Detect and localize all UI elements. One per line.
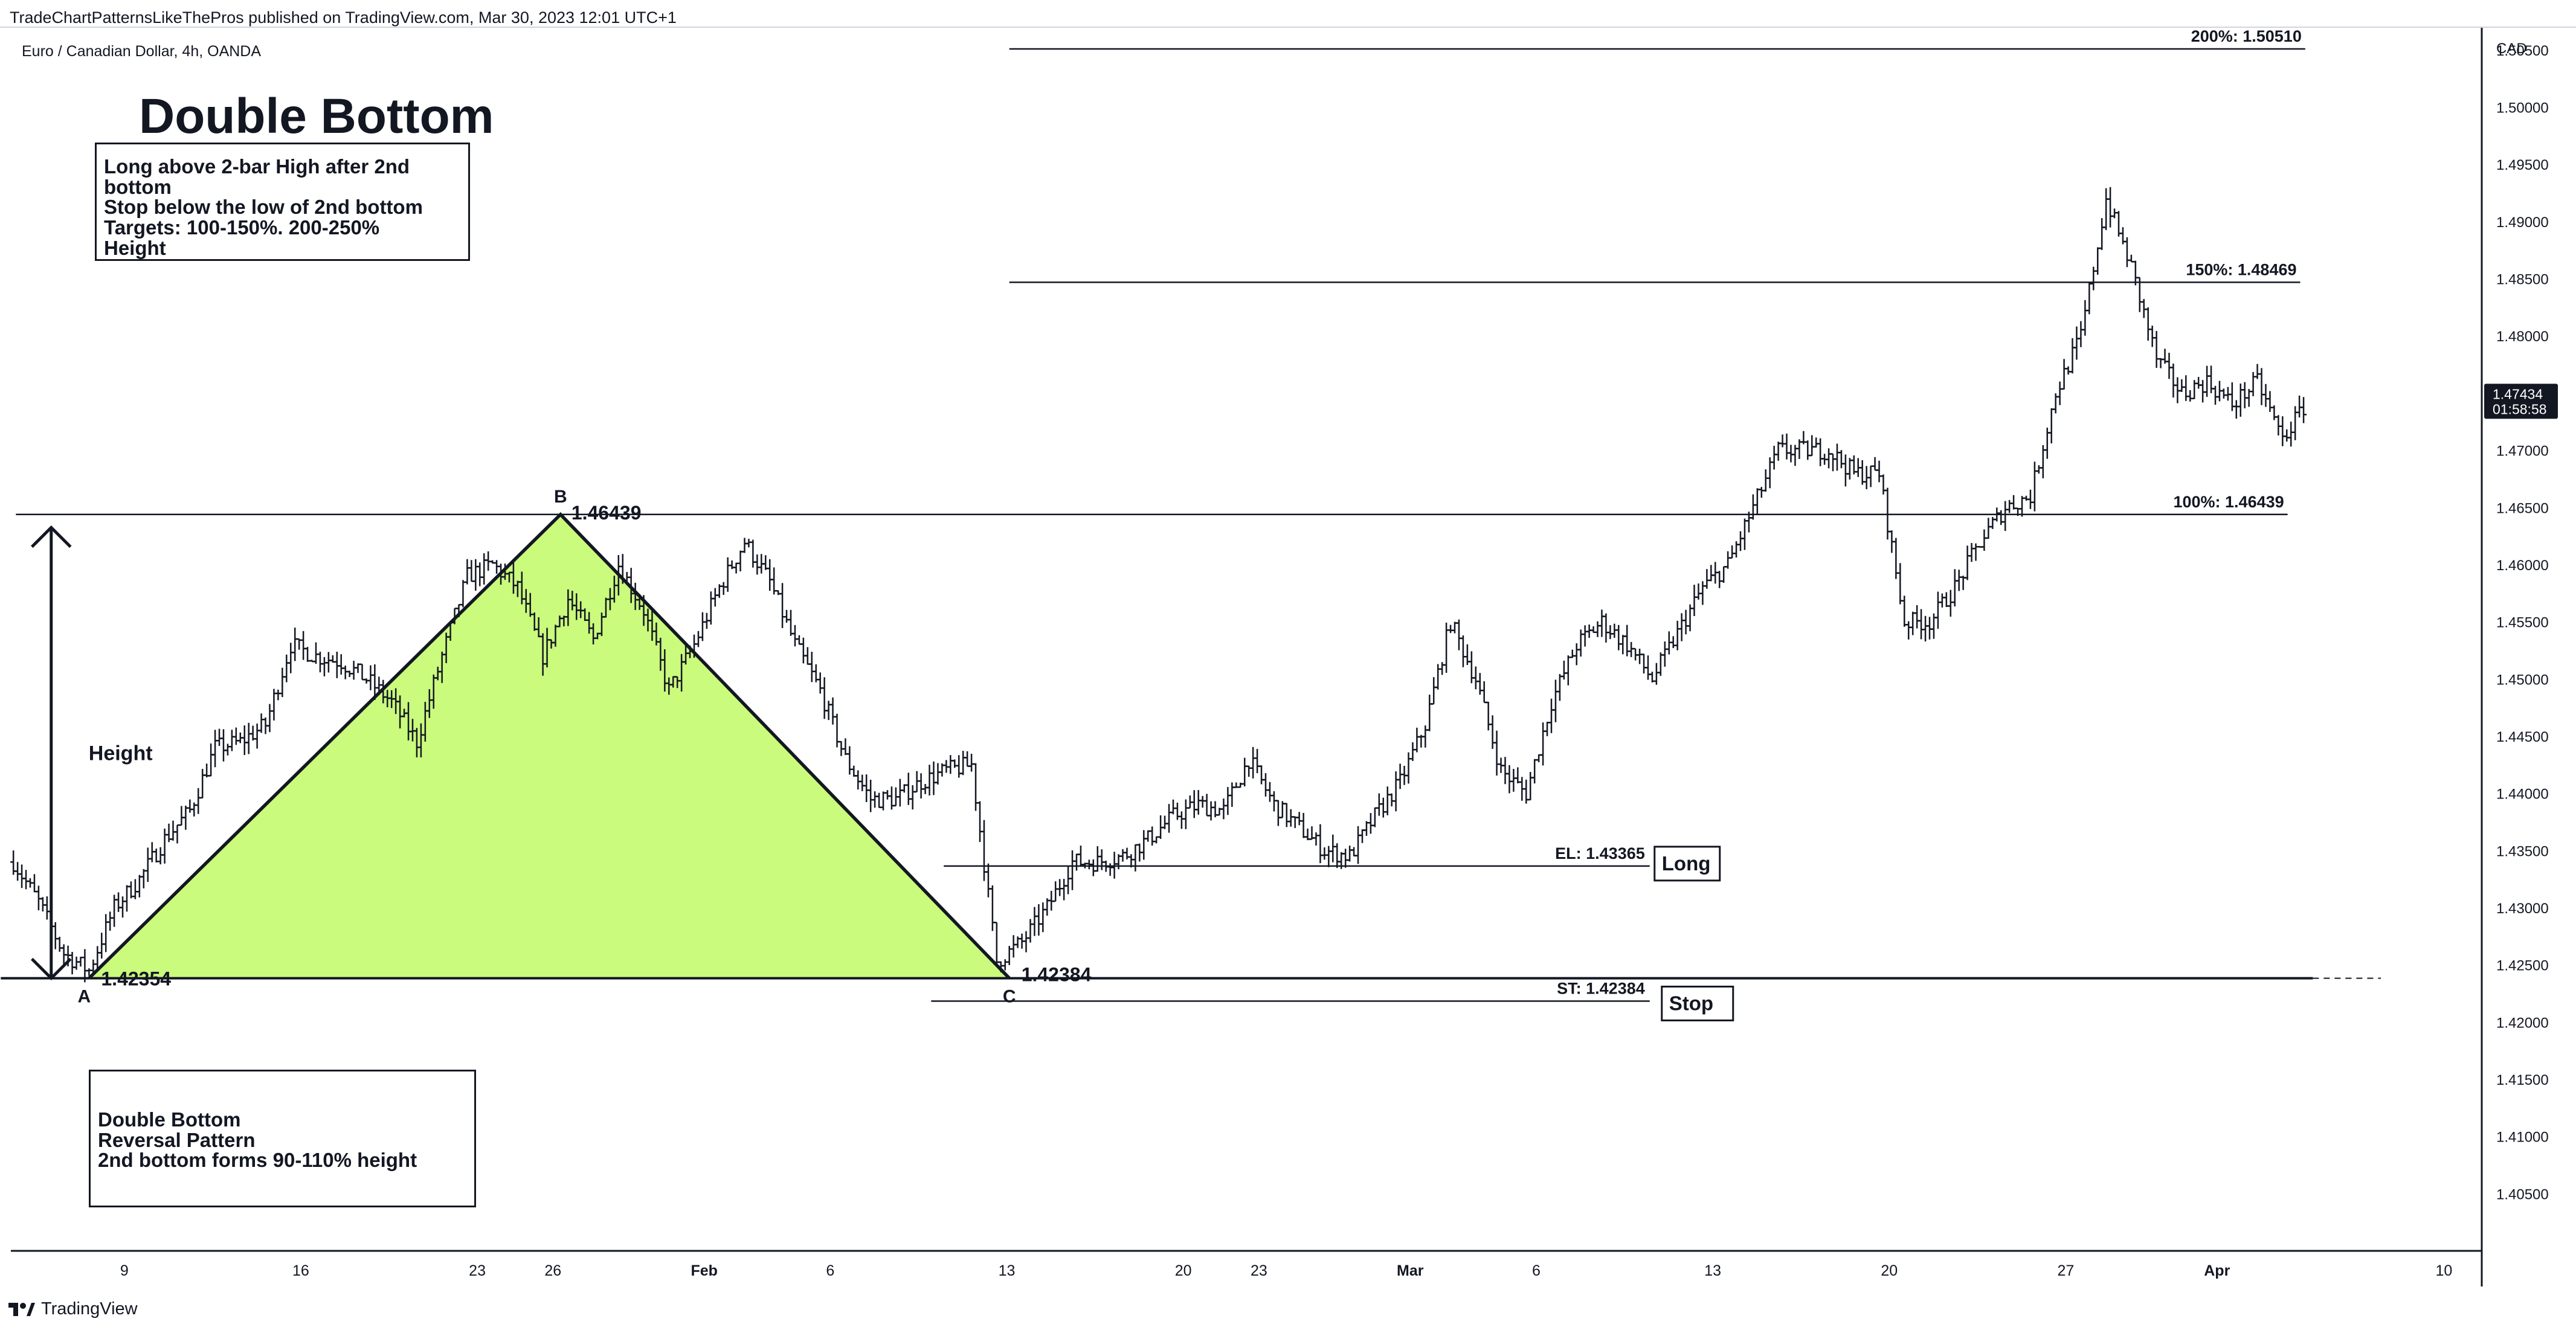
bar-countdown-label: 01:58:58 [2493, 401, 2547, 417]
x-tick-label: 9 [120, 1262, 129, 1279]
note-top[interactable]: Long above 2-bar High after 2nd bottom S… [95, 143, 470, 261]
point-b-label: B [554, 487, 567, 507]
note-top-line: Long above 2-bar High after 2nd [104, 155, 410, 178]
chart-title: Double Bottom [139, 89, 494, 144]
x-tick-label: 10 [2435, 1262, 2452, 1279]
y-tick-label: 1.45000 [2496, 672, 2549, 688]
x-tick-label: 16 [292, 1262, 309, 1279]
x-tick-label: 6 [1532, 1262, 1541, 1279]
y-tick-label: 1.43500 [2496, 843, 2549, 859]
note-top-line: bottom [104, 175, 172, 198]
symbol-line[interactable]: Euro / Canadian Dollar, 4h, OANDA [22, 43, 262, 60]
last-price-box [2484, 384, 2558, 419]
y-tick-label: 1.46000 [2496, 557, 2549, 574]
x-tick-label: 27 [2057, 1262, 2074, 1279]
pattern-fill [89, 514, 1009, 978]
target-level-label: 100%: 1.46439 [2173, 493, 2284, 511]
stop-tag-label: Stop [1669, 992, 1713, 1014]
y-tick-label: 1.45500 [2496, 615, 2549, 631]
point-c-label: C [1003, 987, 1016, 1007]
tradingview-logo-icon [8, 1302, 35, 1316]
y-tick-label: 1.46500 [2496, 500, 2549, 516]
note-bottom[interactable]: Double Bottom Reversal Pattern 2nd botto… [89, 1070, 476, 1207]
point-c-price: 1.42384 [1022, 964, 1092, 986]
y-tick-label: 1.47000 [2496, 443, 2549, 460]
x-tick-label: Mar [1397, 1262, 1424, 1279]
x-tick-label: 23 [1251, 1262, 1267, 1279]
point-a-label: A [78, 987, 91, 1007]
y-tick-label: 1.42000 [2496, 1015, 2549, 1031]
height-arrow-head-bottom [31, 957, 72, 981]
x-tick-label: 13 [999, 1262, 1016, 1279]
y-tick-label: 1.50000 [2496, 100, 2549, 117]
x-tick-label: Apr [2204, 1262, 2230, 1279]
entry-tag-box[interactable] [1653, 846, 1721, 882]
published-line: TradeChartPatternsLikeThePros published … [10, 8, 677, 27]
entry-tag-label: Long [1662, 852, 1711, 875]
y-tick-label: 1.49000 [2496, 214, 2549, 231]
note-top-line: Stop below the low of 2nd bottom [104, 196, 423, 219]
tradingview-brand[interactable]: TradingView [8, 1299, 138, 1319]
height-arrow[interactable] [31, 525, 72, 981]
ohlc-bar[interactable] [2301, 397, 2307, 423]
note-bottom-line: Reversal Pattern [98, 1128, 256, 1151]
stop-tag-box[interactable] [1661, 985, 1734, 1021]
last-price-label: 1.47434 [2493, 386, 2543, 402]
x-tick-label: 13 [1704, 1262, 1721, 1279]
target-level-label: 200%: 1.50510 [2191, 27, 2302, 45]
entry-level-label: EL: 1.43365 [1555, 844, 1645, 862]
y-tick-label: 1.48000 [2496, 329, 2549, 345]
x-tick-label: 23 [469, 1262, 486, 1279]
currency-label: CAD [2496, 40, 2527, 57]
note-bottom-line: 2nd bottom forms 90-110% height [98, 1149, 417, 1172]
y-tick-label: 1.44500 [2496, 729, 2549, 745]
y-tick-label: 1.41000 [2496, 1129, 2549, 1146]
target-level-label: 150%: 1.48469 [2186, 260, 2296, 278]
note-top-line: Height [104, 236, 166, 259]
height-label: Height [89, 742, 153, 765]
y-tick-label: 1.49500 [2496, 157, 2549, 173]
point-b-price: 1.46439 [572, 502, 642, 524]
height-arrow-head-top [31, 525, 72, 548]
stop-level-label: ST: 1.42384 [1557, 979, 1645, 997]
y-tick-label: 1.44000 [2496, 786, 2549, 803]
note-top-line: Targets: 100-150%. 200-250% [104, 216, 380, 239]
note-bottom-line: Double Bottom [98, 1108, 241, 1131]
x-tick-label: Feb [691, 1262, 717, 1279]
brand-name: TradingView [41, 1299, 138, 1319]
y-tick-label: 1.43000 [2496, 901, 2549, 917]
x-tick-label: 20 [1881, 1262, 1898, 1279]
x-tick-label: 26 [544, 1262, 561, 1279]
y-tick-label: 1.42500 [2496, 958, 2549, 974]
y-tick-label: 1.41500 [2496, 1072, 2549, 1088]
x-tick-label: 6 [826, 1262, 834, 1279]
y-tick-label: 1.40500 [2496, 1186, 2549, 1203]
x-tick-label: 20 [1175, 1262, 1192, 1279]
y-tick-label: 1.48500 [2496, 272, 2549, 288]
y-tick-label: 1.50500 [2496, 43, 2549, 59]
